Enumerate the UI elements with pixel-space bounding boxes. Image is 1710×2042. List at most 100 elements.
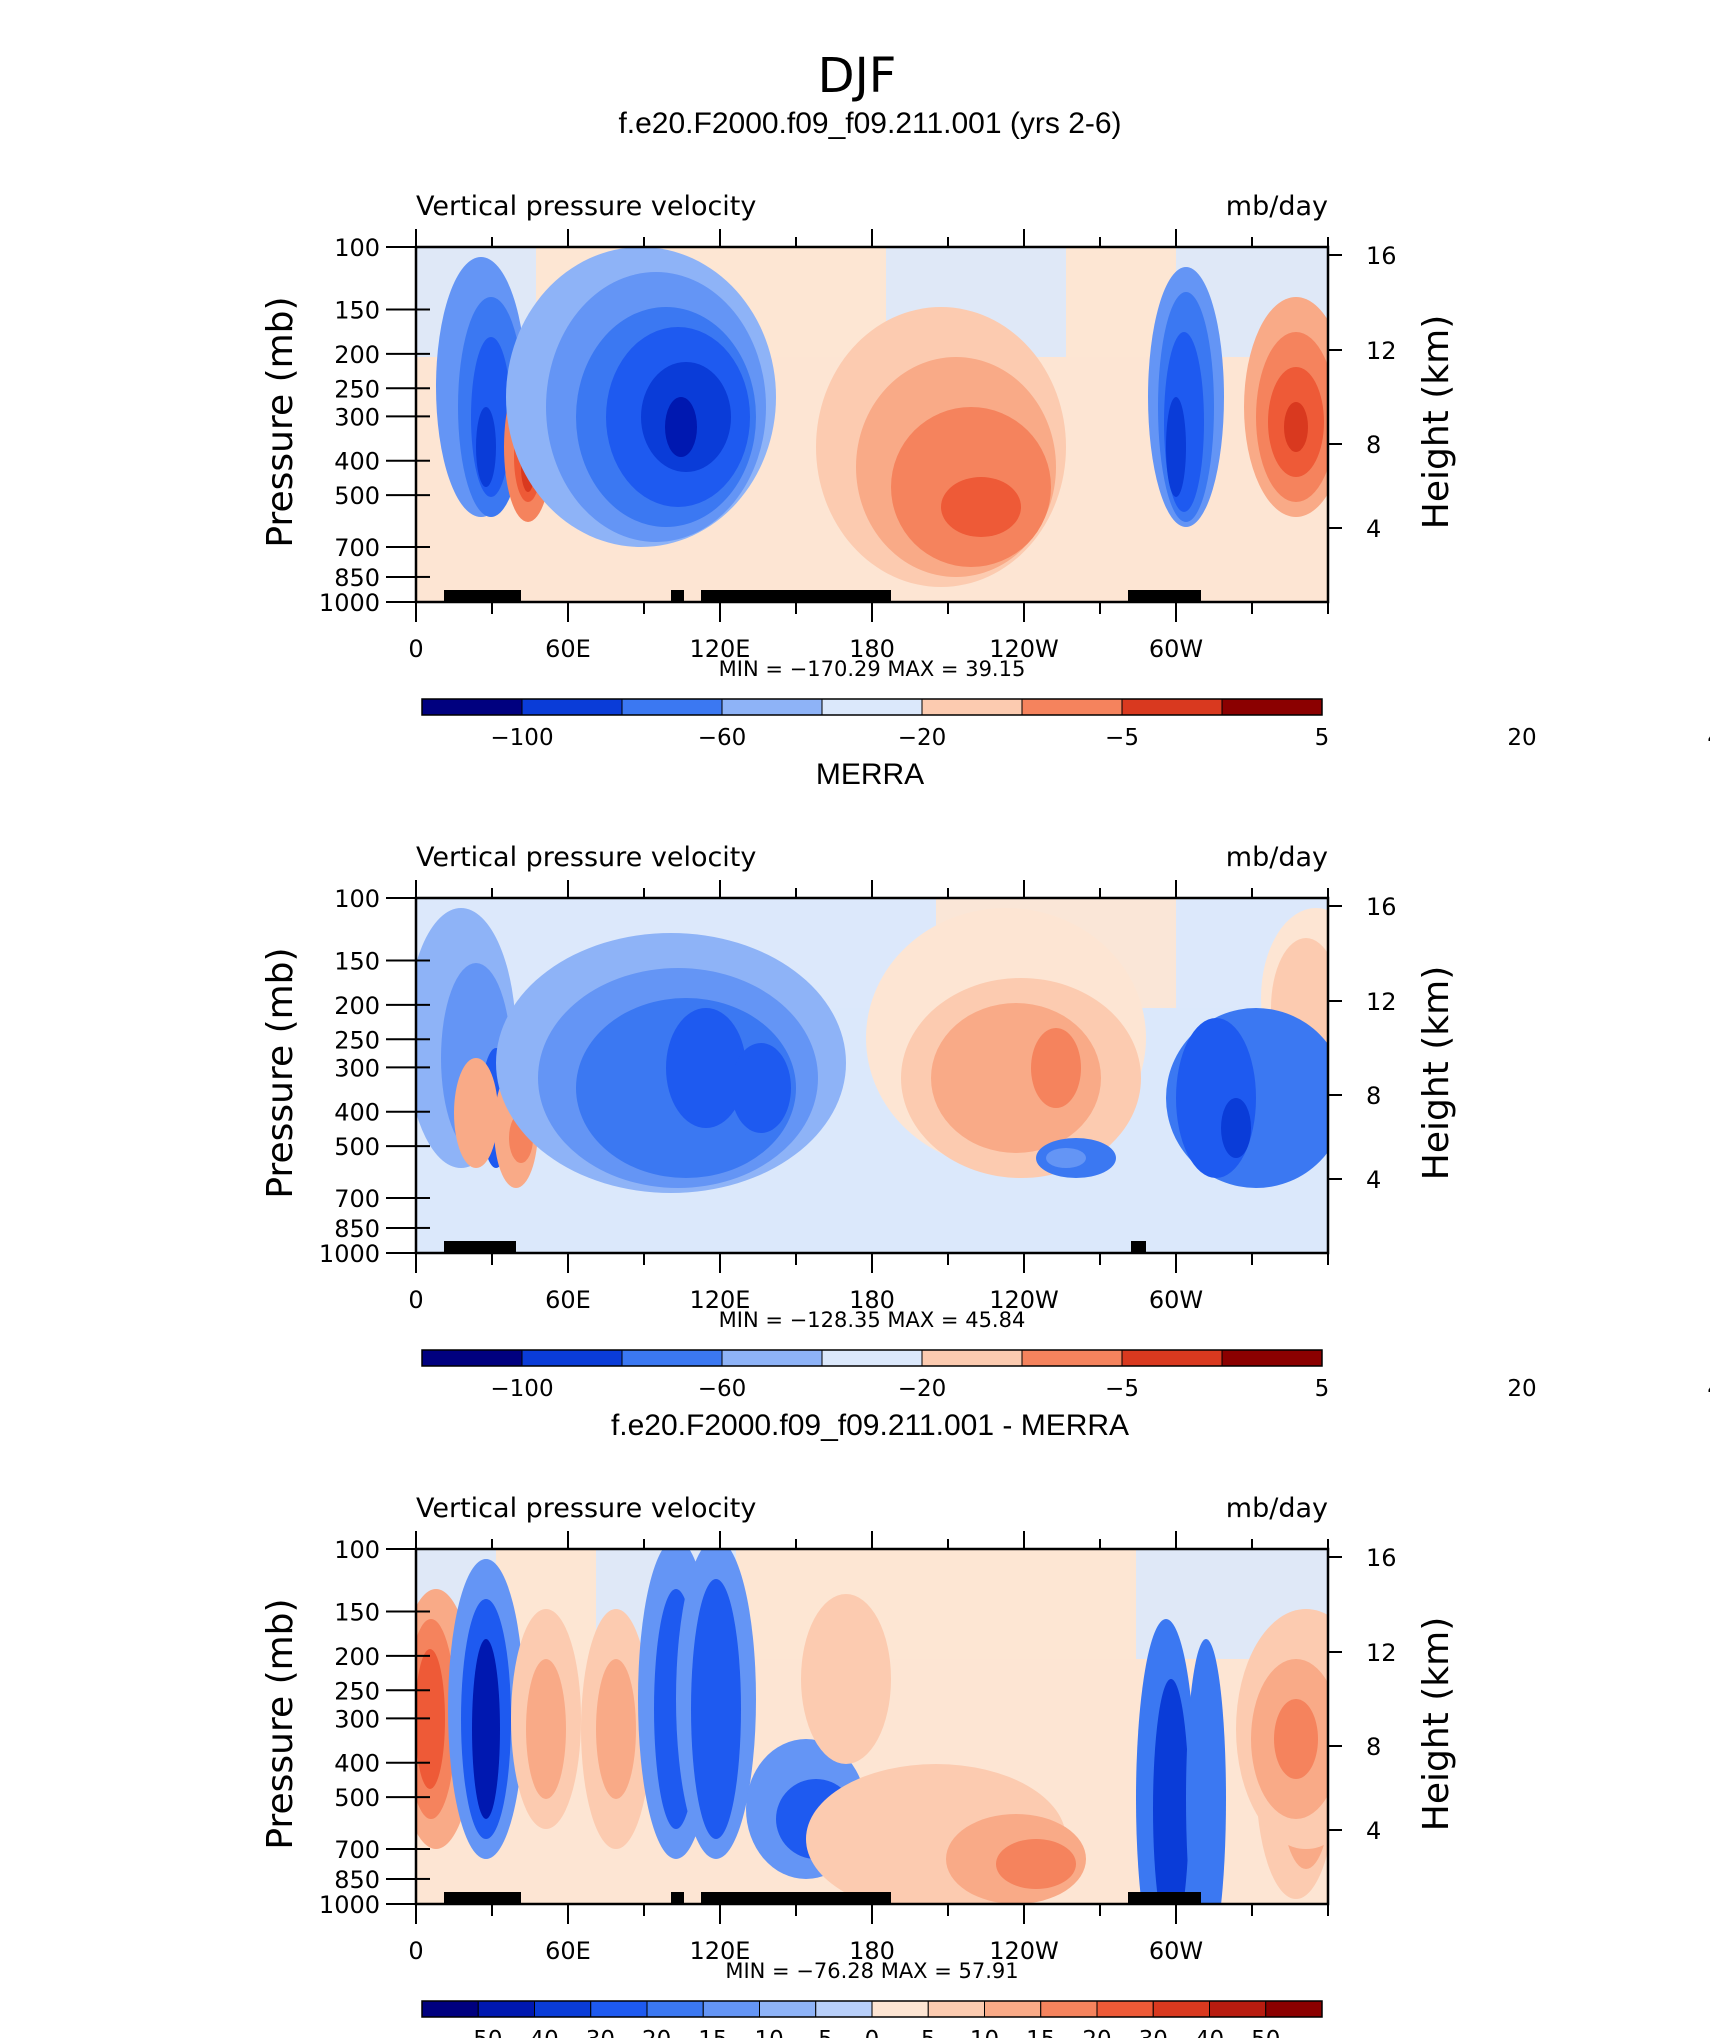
colorbar-label: −30 <box>566 2027 615 2038</box>
colorbar-label: −20 <box>898 725 947 751</box>
colorbar-label: 20 <box>1507 1376 1536 1402</box>
x-tick-label: 0 <box>408 635 423 663</box>
x-tick-label: 0 <box>408 1937 423 1965</box>
chart-panel: f.e20.F2000.f09_f09.211.001 - MERRA Verti… <box>260 1409 1457 2042</box>
left-label: Vertical pressure velocity <box>416 191 756 222</box>
land-mask <box>701 590 891 602</box>
colorbar-swatch <box>759 2000 817 2018</box>
colorbar-swatch <box>621 1349 723 1367</box>
land-mask <box>701 1892 891 1904</box>
x-tick-label: 60W <box>1149 635 1203 663</box>
contour-blob <box>472 1639 500 1819</box>
y-tick-label: 100 <box>334 234 380 262</box>
colorbar-swatch <box>984 2000 1042 2018</box>
y-tick-label: 150 <box>334 297 380 325</box>
y2-axis-label: Height (km) <box>1416 966 1457 1180</box>
x-tick-label: 60E <box>545 1286 591 1314</box>
min-max-stats: MIN = −76.28 MAX = 57.91 <box>725 1959 1018 1983</box>
y2-axis-label: Height (km) <box>1416 315 1457 529</box>
colorbar-label: −15 <box>679 2027 728 2038</box>
y2-tick-label: 4 <box>1366 515 1381 543</box>
x-tick-label: 60E <box>545 635 591 663</box>
y-tick-label: 200 <box>334 341 380 369</box>
contour-blob <box>1274 1699 1318 1779</box>
colorbar-frame <box>421 698 1323 716</box>
y-tick-label: 700 <box>334 534 380 562</box>
colorbar-swatch <box>421 698 523 716</box>
y-tick-label: 1000 <box>319 1240 380 1268</box>
x-tick-label: 120W <box>989 1286 1059 1314</box>
contour-blob <box>1046 1148 1086 1168</box>
colorbar-swatch <box>721 1349 823 1367</box>
chart-panel: f.e20.F2000.f09_f09.211.001 (yrs 2-6) Ver… <box>260 107 1710 751</box>
colorbar-swatch <box>1021 1349 1123 1367</box>
land-mask <box>444 590 491 602</box>
contour-blob <box>731 1043 791 1133</box>
y-tick-label: 500 <box>334 482 380 510</box>
y-tick-label: 500 <box>334 1784 380 1812</box>
contour-blob <box>1153 1679 1189 1904</box>
y-tick-label: 700 <box>334 1836 380 1864</box>
colorbar-swatch <box>815 2000 873 2018</box>
land-mask <box>1131 1241 1146 1253</box>
x-tick-label: 120W <box>989 635 1059 663</box>
land-mask <box>481 1241 516 1253</box>
x-tick-label: 120W <box>989 1937 1059 1965</box>
colorbar-swatch <box>721 698 823 716</box>
contour-blob <box>996 1839 1076 1889</box>
land-mask <box>1128 1892 1201 1904</box>
colorbar-label: 20 <box>1082 2027 1111 2038</box>
colorbar-swatch <box>1152 2000 1210 2018</box>
colorbar-swatch <box>702 2000 760 2018</box>
contour-blob <box>596 1659 636 1799</box>
contour-blob <box>1284 402 1308 452</box>
x-tick-label: 60E <box>545 1937 591 1965</box>
x-tick-label: 180 <box>849 635 895 663</box>
x-tick-label: 0 <box>408 1286 423 1314</box>
y-tick-label: 250 <box>334 375 380 403</box>
colorbar-label: 5 <box>921 2027 936 2038</box>
contour-blob <box>691 1579 741 1839</box>
colorbar-label: 40 <box>1195 2027 1224 2038</box>
left-label: Vertical pressure velocity <box>416 1493 756 1524</box>
colorbar-swatch <box>534 2000 592 2018</box>
right-label: mb/day <box>1226 1493 1328 1524</box>
contour-blob <box>526 1659 566 1799</box>
colorbar-label: 10 <box>970 2027 999 2038</box>
contour-blob <box>1176 1018 1256 1178</box>
y-axis-label: Pressure (mb) <box>260 296 301 547</box>
y2-tick-label: 8 <box>1366 431 1381 459</box>
field-band <box>1016 1549 1136 1659</box>
colorbar-label: −5 <box>1105 1376 1139 1402</box>
y2-tick-label: 4 <box>1366 1817 1381 1845</box>
colorbar-label: −5 <box>799 2027 833 2038</box>
x-tick-label: 180 <box>849 1937 895 1965</box>
contour-blob <box>1186 1639 1226 1904</box>
land-mask <box>486 590 521 602</box>
colorbar-swatch <box>521 698 623 716</box>
colorbar-frame <box>421 2000 1323 2018</box>
left-label: Vertical pressure velocity <box>416 842 756 873</box>
y-tick-label: 150 <box>334 948 380 976</box>
y-axis-label: Pressure (mb) <box>260 947 301 1198</box>
y-tick-label: 400 <box>334 448 380 476</box>
colorbar-swatch <box>1040 2000 1098 2018</box>
land-mask <box>444 1241 491 1253</box>
colorbar-label: 0 <box>865 2027 880 2038</box>
y-tick-label: 200 <box>334 1643 380 1671</box>
colorbar-label: −100 <box>490 1376 553 1402</box>
y2-tick-label: 16 <box>1366 1544 1397 1572</box>
contour-blob <box>454 1058 498 1168</box>
y2-tick-label: 12 <box>1366 988 1397 1016</box>
x-tick-label: 120E <box>690 635 751 663</box>
contour-field <box>416 1549 1328 1904</box>
x-tick-label: 60W <box>1149 1286 1203 1314</box>
colorbar-swatch <box>421 2000 479 2018</box>
colorbar-label: −20 <box>623 2027 672 2038</box>
colorbar-label: 30 <box>1139 2027 1168 2038</box>
y2-axis-label: Height (km) <box>1416 1617 1457 1831</box>
contour-blob <box>1031 1028 1081 1108</box>
contour-blob <box>666 1008 746 1128</box>
y-tick-label: 400 <box>334 1750 380 1778</box>
colorbar-swatch <box>921 698 1023 716</box>
